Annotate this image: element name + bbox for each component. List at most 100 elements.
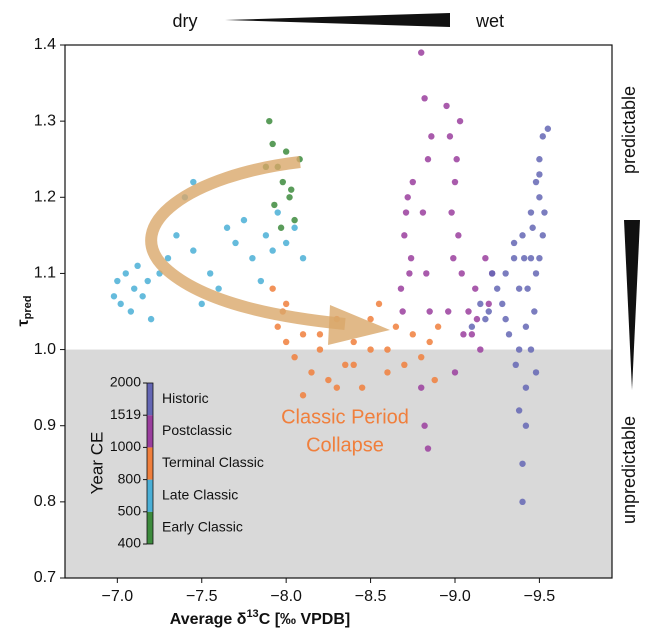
y-tick-label: 1.3 bbox=[34, 112, 56, 129]
data-point bbox=[308, 369, 315, 376]
x-tick-label: −7.0 bbox=[102, 588, 134, 605]
y-label-part: τ bbox=[15, 319, 32, 326]
data-point bbox=[134, 262, 141, 270]
data-point bbox=[131, 285, 138, 292]
data-point bbox=[536, 194, 543, 201]
y-tick-label: 1.2 bbox=[34, 189, 56, 206]
unpredictable-label: unpredictable bbox=[619, 416, 639, 524]
data-point bbox=[522, 422, 530, 429]
colorbar-label: Year CE bbox=[87, 432, 106, 495]
data-point bbox=[367, 346, 374, 353]
data-point bbox=[418, 384, 425, 391]
data-point bbox=[282, 148, 290, 155]
data-point bbox=[299, 392, 307, 399]
data-point bbox=[426, 338, 433, 346]
data-point bbox=[277, 224, 285, 231]
data-point bbox=[249, 255, 256, 262]
data-point bbox=[519, 460, 526, 467]
data-point bbox=[539, 133, 546, 140]
data-point bbox=[288, 186, 295, 193]
data-point bbox=[316, 331, 324, 338]
data-point bbox=[539, 232, 546, 239]
data-point bbox=[198, 300, 205, 308]
colorbar-tick-label: 500 bbox=[118, 503, 142, 519]
data-point bbox=[451, 369, 459, 376]
data-point bbox=[456, 117, 464, 125]
data-point bbox=[502, 270, 509, 277]
colorbar-segment bbox=[147, 479, 153, 512]
data-point bbox=[472, 285, 479, 292]
data-point bbox=[333, 384, 341, 391]
data-point bbox=[299, 331, 307, 338]
colorbar-segment bbox=[147, 511, 153, 544]
x-tick-label: −8.5 bbox=[355, 588, 387, 605]
data-point bbox=[423, 270, 430, 277]
data-point bbox=[282, 338, 290, 346]
x-label-sup: 13 bbox=[246, 608, 258, 620]
data-point bbox=[482, 315, 489, 323]
data-point bbox=[401, 232, 408, 239]
data-point bbox=[274, 209, 281, 216]
data-point bbox=[529, 224, 536, 231]
legend-label: Postclassic bbox=[162, 422, 232, 438]
data-point bbox=[110, 293, 118, 300]
data-point bbox=[399, 308, 406, 315]
data-point bbox=[485, 308, 492, 315]
x-tick-label: −7.5 bbox=[186, 588, 218, 605]
data-point bbox=[274, 323, 281, 330]
y-label-sub: pred bbox=[22, 296, 34, 320]
data-point bbox=[424, 445, 432, 452]
data-point bbox=[127, 308, 135, 315]
y-tick-label: 1.0 bbox=[34, 341, 56, 358]
data-point bbox=[367, 315, 374, 323]
data-point bbox=[485, 300, 492, 308]
data-point bbox=[522, 384, 530, 391]
data-point bbox=[477, 346, 484, 353]
data-point bbox=[453, 156, 460, 163]
data-point bbox=[532, 178, 540, 186]
data-point bbox=[426, 308, 433, 315]
data-point bbox=[401, 361, 408, 368]
x-axis-label: Average δ13C [‰ VPDB] bbox=[170, 608, 351, 628]
collapse-label: Classic Period bbox=[281, 406, 409, 428]
data-point bbox=[524, 285, 531, 292]
colorbar-segment bbox=[147, 383, 153, 416]
data-point bbox=[465, 308, 472, 315]
data-point bbox=[407, 255, 415, 262]
data-point bbox=[418, 49, 425, 56]
data-point bbox=[271, 201, 278, 209]
data-point bbox=[404, 194, 411, 201]
data-point bbox=[448, 209, 455, 216]
data-point bbox=[206, 270, 214, 277]
predictable-label: predictable bbox=[619, 86, 639, 174]
data-point bbox=[421, 422, 428, 429]
data-point bbox=[350, 361, 357, 368]
data-point bbox=[527, 255, 535, 262]
data-point bbox=[510, 255, 518, 262]
data-point bbox=[291, 216, 298, 224]
data-point bbox=[450, 255, 457, 262]
legend-label: Terminal Classic bbox=[162, 454, 264, 470]
data-point bbox=[532, 369, 540, 376]
wet-label: wet bbox=[475, 11, 504, 31]
y-tick-label: 0.8 bbox=[34, 493, 56, 510]
data-point bbox=[269, 285, 276, 292]
data-point bbox=[291, 353, 298, 361]
data-point bbox=[342, 361, 349, 368]
data-point bbox=[262, 232, 270, 239]
data-point bbox=[536, 171, 543, 178]
x-label-part: Average δ bbox=[170, 611, 247, 628]
data-point bbox=[419, 209, 427, 216]
data-point bbox=[482, 255, 489, 262]
y-axis-label: τpred bbox=[15, 296, 34, 327]
data-point bbox=[502, 315, 509, 323]
colorbar-tick-label: 1519 bbox=[110, 406, 141, 422]
data-point bbox=[468, 331, 476, 338]
y-tick-label: 1.4 bbox=[34, 36, 56, 53]
data-point bbox=[527, 346, 535, 353]
data-point bbox=[384, 369, 391, 376]
data-point bbox=[451, 178, 459, 186]
data-point bbox=[521, 255, 528, 262]
data-point bbox=[299, 255, 307, 262]
data-point bbox=[445, 308, 452, 315]
